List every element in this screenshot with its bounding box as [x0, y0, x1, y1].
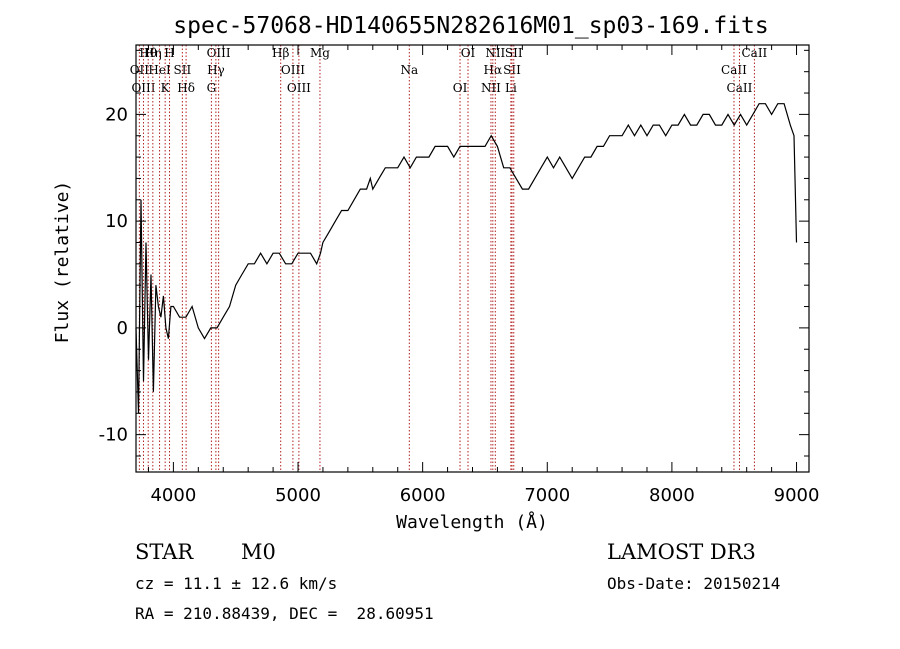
chart-title: spec-57068-HD140655N282616M01_sp03-169.f…: [173, 13, 768, 39]
line-label: Hη: [144, 46, 162, 60]
line-label: Li: [505, 81, 517, 95]
x-tick-label: 4000: [150, 485, 196, 506]
line-label: OIII: [281, 63, 305, 77]
x-tick-label: 9000: [774, 485, 820, 506]
object-subclass: M0: [241, 540, 276, 564]
object-class: STAR: [135, 540, 194, 564]
line-label: OII: [130, 63, 150, 77]
emission-line-markers: HθOIIOIIIHηHeIKHSIIHδOIIIHγGHβOIIIOIIIMg…: [130, 45, 768, 472]
x-tick-label: 8000: [649, 485, 695, 506]
line-label: OI: [453, 81, 468, 95]
line-label: OIII: [287, 81, 311, 95]
line-label: OI: [461, 46, 476, 60]
y-tick-label: -10: [99, 425, 128, 446]
x-tick-label: 7000: [524, 485, 570, 506]
line-label: CaII: [741, 46, 767, 60]
plot-frame: [135, 44, 810, 473]
line-label: Na: [400, 63, 418, 77]
ra-dec: RA = 210.88439, DEC = 28.60951: [135, 604, 434, 623]
line-label: OIII: [207, 46, 231, 60]
line-label: CaII: [727, 81, 753, 95]
line-label: HeI: [148, 63, 171, 77]
line-label: SII: [505, 46, 523, 60]
x-tick-label: 5000: [275, 485, 321, 506]
spectrum-line: [135, 103, 798, 414]
x-tick-label: 6000: [400, 485, 446, 506]
y-tick-label: 0: [117, 318, 128, 339]
line-label: Hβ: [272, 46, 289, 60]
line-label: NII: [485, 46, 505, 60]
line-label: Hα: [484, 63, 503, 77]
spectrum-series: [135, 103, 798, 414]
line-label: SII: [174, 63, 192, 77]
line-label: SII: [503, 63, 521, 77]
line-label: Mg: [310, 46, 330, 60]
line-label: G: [207, 81, 217, 95]
line-label: Hδ: [177, 81, 195, 95]
line-label: CaII: [721, 63, 747, 77]
line-label: H: [164, 46, 174, 60]
y-tick-label: 20: [105, 104, 128, 125]
line-label: OIII: [131, 81, 155, 95]
x-axis-label: Wavelength (Å): [396, 511, 548, 533]
survey-name: LAMOST DR3: [607, 540, 756, 564]
line-label: K: [161, 81, 171, 95]
y-axis-label: Flux (relative): [52, 181, 73, 344]
line-label: Hγ: [207, 63, 225, 77]
line-label: NII: [481, 81, 501, 95]
axes: 4000 5000 6000 7000 8000 9000 -10 0 10 20: [99, 44, 820, 506]
obs-date: Obs-Date: 20150214: [607, 574, 781, 593]
redshift-cz: cz = 11.1 ± 12.6 km/s: [135, 574, 338, 593]
y-tick-label: 10: [105, 211, 128, 232]
